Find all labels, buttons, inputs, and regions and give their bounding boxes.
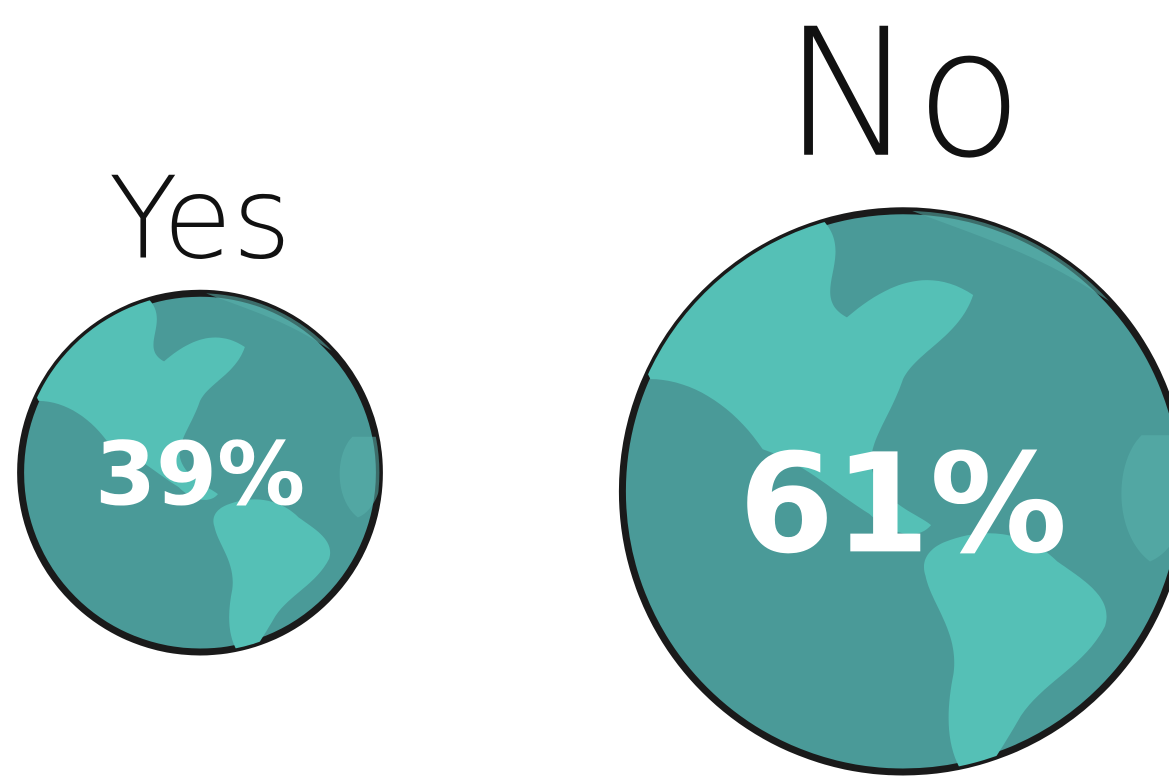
land-shade bbox=[1121, 435, 1169, 562]
category-label: No bbox=[783, 0, 1024, 197]
land-shade bbox=[339, 436, 380, 518]
north-america bbox=[622, 216, 974, 535]
north-america bbox=[20, 296, 245, 500]
south-america bbox=[213, 499, 331, 652]
category-label: Yes bbox=[109, 152, 292, 284]
value-label: 39% bbox=[95, 424, 305, 526]
value-label: 61% bbox=[739, 425, 1068, 584]
south-america bbox=[924, 533, 1107, 772]
